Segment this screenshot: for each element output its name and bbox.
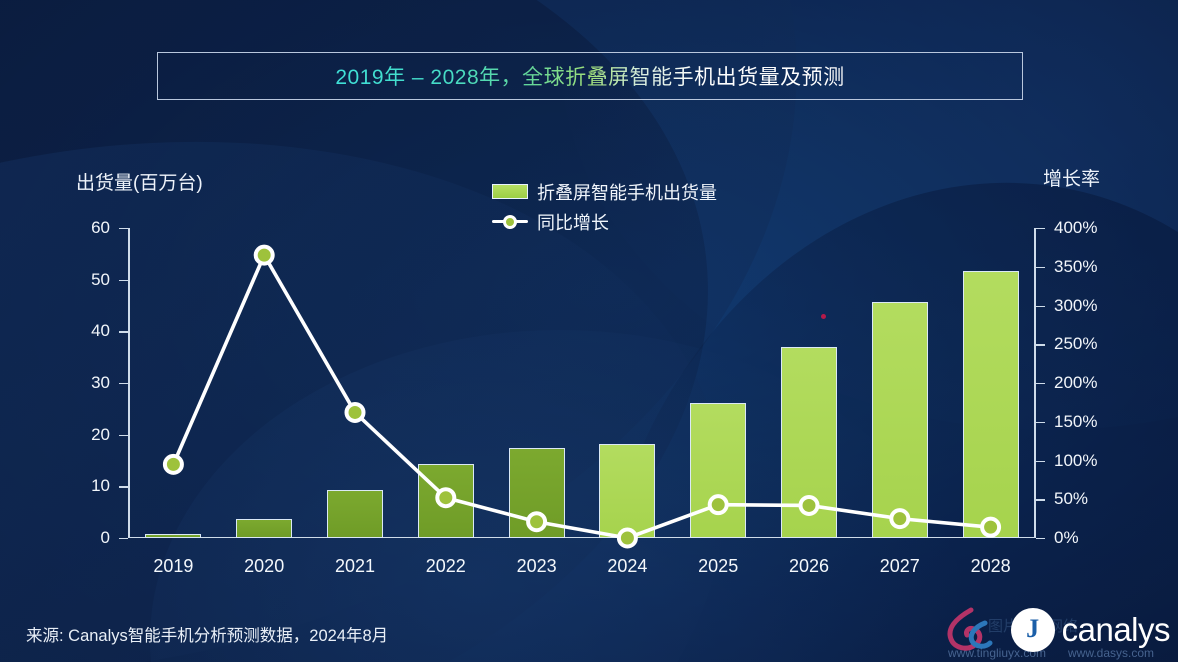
line-marker-2027[interactable]: 2027: 25% [889,508,911,530]
bar-2020[interactable] [236,518,293,538]
y-axis-right-tick-label: 200% [1054,373,1098,392]
growth-line-path [171,253,993,540]
y-axis-left-tick [119,279,128,282]
x-axis-label-2022: 2022 [425,556,466,576]
line-marker-2028[interactable]: 2028: 14% [980,516,1002,538]
y-axis-left-tick [119,538,128,540]
x-axis-line [128,536,1036,539]
chart-title-box: 2019年 – 2028年，全球折叠屏智能手机出货量及预测 [157,52,1023,100]
y-axis-right-title: 增长率 [1043,169,1101,190]
y-axis-right-tick-label: 250% [1054,334,1098,354]
x-axis-label-2025: 2025 [698,556,739,576]
bar-2019[interactable] [145,534,202,538]
y-axis-left-tick-label: 30 [91,373,110,392]
line-marker-2021[interactable]: 2021: 162% [344,401,366,423]
y-axis-left-tick-label: 20 [91,424,110,444]
line-marker-2023[interactable]: 2023: 21% [526,511,548,533]
y-axis-right-tick-label: 350% [1054,256,1098,276]
y-axis-right-tick [1036,344,1045,346]
x-axis-label-2019: 2019 [153,556,194,576]
bar-2023[interactable] [508,448,565,538]
y-axis-right-tick [1036,383,1045,385]
line-marker-2020[interactable]: 2020: 365% [253,244,275,266]
y-axis-right-line [1034,228,1036,538]
watermark-url-1: www.tingliuyx.com [948,646,1047,660]
line-marker-2026[interactable]: 2026: 42% [798,494,820,516]
bar-2027[interactable] [871,302,928,538]
bar-2021[interactable] [327,489,383,538]
y-axis-right-tick [1036,538,1045,540]
y-axis-left-tick-label: 60 [91,218,110,237]
legend-item-bar[interactable]: 折叠屏智能手机出货量 [492,178,717,205]
watermark-flame-icon [947,607,993,651]
line-marker-2019[interactable]: 2019: 95% [162,453,184,475]
logo-area: canalys [941,604,1171,656]
canalys-wordmark: canalys [1061,611,1171,648]
canalys-glyph-icon [1010,608,1055,652]
y-axis-left-tick-label: 10 [91,476,110,496]
x-axis-label-2021: 2021 [334,556,376,576]
legend-line-label: 同比增长 [537,212,609,233]
y-axis-left-tick-label: 50 [91,269,110,289]
y-axis-left-line [128,228,130,538]
line-series: 2019: 95% 2020: 365% 2021: 162% 2022: 52% 20… [162,244,1002,549]
y-axis-right-tick [1036,499,1045,501]
legend-item-line[interactable]: 同比增长 [492,208,717,235]
source-note: 来源: Canalys智能手机分析预测数据，2024年8月 [26,627,389,645]
y-axis-right-tick [1036,421,1045,424]
x-axis-label-2023: 2023 [516,556,557,576]
watermark-url-2: www.dasys.com [1068,646,1155,660]
y-axis-right-tick [1036,305,1045,307]
y-axis-left-title: 出货量(百万台) [76,173,203,194]
x-axis-label-2020: 2020 [244,556,285,576]
y-axis-right-tick [1036,228,1045,230]
y-axis-left-tick [119,434,128,437]
legend-line-marker-icon [492,214,528,229]
plot-area: 2019: 95% 2020: 365% 2021: 162% 2022: 52% 20… [128,228,1036,549]
y-axis-left-tick [119,383,128,385]
x-axis-label-2024: 2024 [607,556,648,576]
line-marker-2025[interactable]: 2025: 43% [707,494,729,516]
chart-legend: 折叠屏智能手机出货量 同比增长 [492,178,717,238]
y-axis-right-tick-label: 50% [1054,489,1089,509]
line-marker-2024[interactable]: 2024: 0% [616,527,638,549]
bar-2024[interactable] [599,443,656,538]
y-axis-right-tick [1036,460,1045,462]
legend-bar-swatch-icon [492,184,528,199]
y-axis-right-tick-label: 300% [1054,295,1098,315]
y-axis-right-tick-label: 150% [1054,411,1098,431]
y-axis-left-tick [119,331,128,333]
y-axis-right-tick [1036,266,1045,269]
canalys-logo: canalys [1010,608,1171,652]
artifact-dot [821,314,826,319]
x-axis-label-2028: 2028 [970,556,1011,576]
y-axis-left-tick-label: 40 [91,321,110,341]
line-marker-2022[interactable]: 2022: 52% [435,487,457,509]
legend-bar-label: 折叠屏智能手机出货量 [537,182,717,203]
chart-title: 2019年 – 2028年，全球折叠屏智能手机出货量及预测 [335,61,844,91]
y-axis-left-tick [119,228,128,230]
x-axis-label-2026: 2026 [788,556,830,576]
bar-2028[interactable] [962,270,1019,538]
y-axis-left-tick-label: 0 [100,528,110,547]
x-axis-label-2027: 2027 [879,556,920,576]
y-axis-right-tick-label: 100% [1054,450,1098,470]
y-axis-right-tick-label: 400% [1054,218,1098,237]
y-axis-right-tick-label: 0% [1054,528,1079,547]
y-axis-left-tick [119,486,128,488]
bar-2025[interactable] [690,402,747,538]
